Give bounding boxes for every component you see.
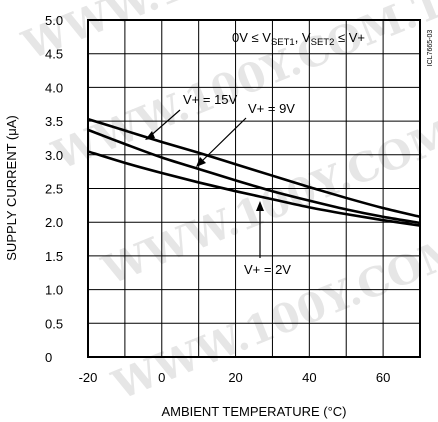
figure-code: ICL7665-03 [427,30,434,67]
condition-annotation: 0V ≤ VSET1, VSET2 ≤ V+ [232,30,365,48]
y-tick-label: 5.0 [45,13,63,28]
x-tick-label: 60 [376,370,390,385]
y-tick-label: 4.5 [45,47,63,62]
label-v15: V+ = 15V [183,92,238,107]
series-line-2 [87,150,421,227]
y-tick-label: 0 [45,350,52,365]
x-tick-label: -20 [79,370,98,385]
y-tick-label: 1.5 [45,249,63,264]
series-line-0 [87,117,421,219]
y-tick-label: 4.0 [45,80,63,95]
y-tick-label: 2.0 [45,215,63,230]
label-v2: V+ = 2V [244,262,291,277]
y-tick-label: 0.5 [45,316,63,331]
arrowhead-v2 [256,201,264,211]
y-tick-label: 1.0 [45,283,63,298]
x-tick-label: 0 [158,370,165,385]
series-line-1 [87,128,421,225]
series-curves [87,117,421,227]
y-axis-title: SUPPLY CURRENT (μA) [4,115,19,260]
pointer-v15 [147,109,181,139]
x-tick-label: 40 [302,370,316,385]
arrowhead-v9 [196,157,206,167]
plot-frame [87,19,421,358]
arrowhead-v15 [145,131,155,140]
label-v9: V+ = 9V [248,101,295,116]
y-tick-label: 2.5 [45,182,63,197]
tick-labels: 0 0.5 1.0 1.5 2.0 2.5 3.0 3.5 4.0 4.5 5.0 -20 0 20 40 6… [45,13,390,385]
pointer-v9 [198,117,247,165]
y-tick-label: 3.0 [45,148,63,163]
y-tick-label: 3.5 [45,114,63,129]
x-tick-label: 20 [228,370,242,385]
x-axis-title: AMBIENT TEMPERATURE (°C) [161,404,346,419]
